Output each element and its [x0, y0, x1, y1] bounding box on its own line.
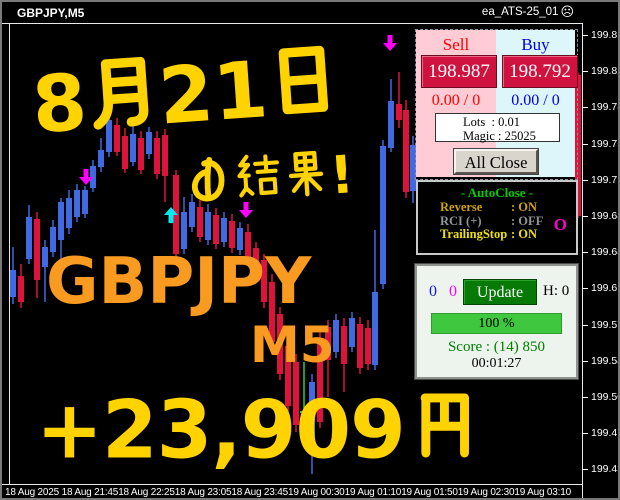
- price-tick-mark: [582, 216, 588, 217]
- price-tick-label: 199.575: [591, 318, 618, 331]
- kanji-ka-icon: [288, 150, 323, 197]
- price-tick-mark: [582, 360, 588, 362]
- price-tick-mark: [582, 433, 588, 435]
- price-tick-mark: [582, 35, 588, 36]
- rci-value: : OFF: [511, 213, 544, 228]
- lots-line: Lots : 0.01: [463, 115, 520, 129]
- score-label: Score : (14) 850: [447, 339, 546, 355]
- magic-line: Magic : 25025: [463, 129, 536, 143]
- autoclose-row-reverse: Reverse : ON: [418, 200, 576, 215]
- magenta-count: 0: [449, 283, 457, 300]
- price-axis-separator: [582, 23, 583, 498]
- kanji-yen-icon: [420, 393, 469, 458]
- chart-border-top: [2, 23, 582, 24]
- price-tick-label: 199.680: [591, 210, 618, 222]
- time-tick-label: 19 Aug 03:10: [514, 487, 571, 498]
- price-tick-mark: [582, 143, 588, 145]
- time-tick-label: 18 Aug 21:45: [61, 487, 119, 498]
- buy-label: Buy: [521, 35, 550, 54]
- monitor-panel: 0 0 Update H: 0 100 % Score : (14) 850 0…: [415, 264, 578, 379]
- time-tick-label: 19 Aug 02:30: [457, 487, 515, 498]
- price-tick-mark: [582, 71, 588, 73]
- price-tick-label: 199.715: [591, 173, 618, 186]
- autoclose-panel: - AutoClose - Reverse : ON RCI (+) : OFF T…: [416, 180, 578, 255]
- rci-off-marker-icon: O: [553, 215, 567, 234]
- reverse-value: : ON: [511, 200, 538, 214]
- time-tick-label: 19 Aug 01:10: [344, 487, 402, 498]
- time-tick-label: 19 Aug 00:30: [288, 487, 345, 498]
- time-axis-separator: [2, 484, 582, 485]
- price-tick-mark: [582, 469, 588, 471]
- ea-name-text: ea_ATS-25_01: [481, 6, 559, 18]
- autoclose-title: - AutoClose -: [460, 185, 534, 200]
- overlay-result-label: !: [183, 144, 356, 212]
- ea-frown-face-icon: ☹: [560, 5, 574, 20]
- overlay-symbol-label: GBPJPY: [46, 245, 312, 319]
- kanji-no-icon: [191, 156, 225, 202]
- blue-count: 0: [429, 283, 437, 300]
- kanji-ketsu-icon: [237, 154, 280, 198]
- hedge-count-label: H: 0: [543, 283, 570, 299]
- price-tick-label: 199.505: [591, 391, 618, 403]
- ea-name-label: ea_ATS-25_01 ☹: [432, 5, 574, 20]
- trade-panel: Sell Buy 198.987 198.792 0.00 / 0 0.00 /…: [415, 29, 578, 180]
- time-tick-label: 19 Aug 01:50: [401, 487, 458, 498]
- time-tick-label: 18 Aug 23:45: [231, 487, 288, 498]
- kanji-month-icon: [93, 56, 149, 130]
- price-tick-mark: [582, 252, 588, 254]
- lots-magic-box: Lots : 0.01 Magic : 25025: [435, 113, 560, 143]
- chart-symbol-label: GBPJPY,M5: [17, 6, 85, 20]
- buy-price-button[interactable]: 198.792: [502, 55, 578, 88]
- profit-amount: +23,909: [36, 383, 406, 477]
- chart-border-left: [9, 24, 10, 484]
- time-tick-label: 18 Aug 23:05: [174, 487, 232, 498]
- price-tick-label: 199.470: [591, 427, 618, 440]
- buy-stats: 0.00 / 0: [511, 92, 560, 109]
- price-tick-label: 199.785: [591, 101, 618, 114]
- autoclose-row-trailingstop: TrailingStop: ON: [418, 227, 576, 242]
- overlay-profit-label: +23,909: [36, 384, 479, 471]
- titlebar: GBPJPY,M5 ea_ATS-25_01 ☹: [2, 2, 618, 23]
- overlay-timeframe-label: M5: [250, 316, 335, 374]
- price-tick-mark: [582, 288, 588, 290]
- price-tick-label: 199.820: [591, 65, 618, 78]
- time-axis: 18 Aug 2025 18 Aug 21:45 18 Aug 22:25 18 Au…: [2, 2, 582, 498]
- overlay-date-label: 8 21: [29, 39, 342, 151]
- trailingstop-label: TrailingStop: [440, 227, 508, 241]
- kanji-day-icon: [278, 45, 329, 115]
- price-tick-mark: [582, 397, 588, 398]
- price-tick-mark: [582, 107, 588, 109]
- reverse-label: Reverse: [440, 200, 483, 214]
- price-tick-label: 199.645: [591, 246, 618, 259]
- progress-bar: 100 %: [431, 313, 562, 334]
- sell-label: Sell: [442, 35, 470, 54]
- timer-label: 00:01:27: [471, 356, 522, 371]
- rci-label: RCI (+): [440, 213, 482, 228]
- price-tick-mark: [582, 179, 588, 181]
- price-tick-label: 199.435: [591, 463, 618, 476]
- update-button[interactable]: Update: [463, 279, 537, 305]
- trailingstop-value: : ON: [511, 227, 538, 241]
- price-tick-label: 199.540: [591, 354, 618, 367]
- price-tick-label: 199.750: [591, 137, 618, 150]
- sell-price-button[interactable]: 198.987: [421, 55, 497, 88]
- all-close-button[interactable]: All Close: [454, 149, 538, 174]
- price-tick-label: 199.855: [591, 29, 618, 41]
- time-tick-label: 18 Aug 22:25: [118, 487, 175, 498]
- price-tick-label: 199.610: [591, 282, 618, 295]
- sell-stats: 0.00 / 0: [431, 92, 481, 109]
- autoclose-row-rci: RCI (+) : OFF: [418, 213, 576, 229]
- time-tick-label: 18 Aug 2025: [5, 487, 59, 498]
- price-tick-mark: [582, 324, 588, 326]
